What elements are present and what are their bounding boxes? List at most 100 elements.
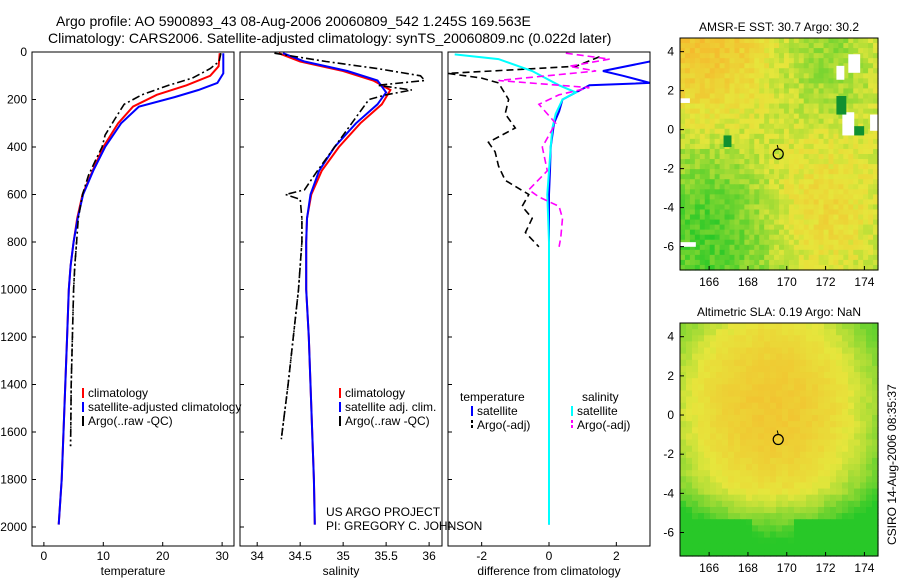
heatmap-cell [709,254,716,261]
heatmap-cell [833,143,839,150]
heatmap-cell [764,73,770,79]
heatmap-cell [873,224,879,231]
heatmap-cell [704,482,711,490]
heatmap-cell [749,63,755,69]
heatmap-cell [830,421,837,428]
heatmap-cell [754,199,760,206]
heatmap-cell [686,347,693,355]
heatmap-cell [704,384,711,392]
heatmap-cell [734,93,740,100]
heatmap-cell [680,482,687,490]
heatmap-cell [872,335,879,342]
heatmap-cell [759,43,765,49]
heatmap-cell [823,43,830,49]
heatmap-cell [724,179,731,185]
heatmap-cell [759,194,765,200]
heatmap-cell [823,219,830,226]
heatmap-cell [863,229,869,236]
heatmap-cell [740,421,747,428]
heatmap-cell [704,133,711,140]
heatmap-cell [863,169,869,175]
heatmap-cell [858,68,864,74]
heatmap-cell [823,254,830,261]
heatmap-cell [783,138,790,145]
heatmap-cell [793,159,800,165]
heatmap-cell [710,451,717,459]
heatmap-cell [694,98,701,105]
heatmap-cell [868,224,874,231]
heatmap-cell [759,179,765,185]
heatmap-cell [848,179,854,185]
heatmap-cell [828,73,835,79]
heatmap-cell [863,93,869,100]
heatmap-cell [740,543,747,551]
heatmap-cell [788,78,795,84]
heatmap-cell [838,88,844,95]
heatmap-cell [812,402,819,410]
heatmap-cell [866,347,873,355]
heatmap-cell [783,128,790,135]
heatmap-cell [692,433,699,441]
heatmap-cell [714,43,721,49]
heatmap-cell [752,494,759,502]
heatmap-cell [868,254,874,261]
heatmap-cell [704,259,711,266]
heatmap-cell [836,506,843,514]
heatmap-cell [774,88,780,95]
heatmap-cell [798,224,805,231]
heatmap-cell [812,341,819,349]
heatmap-cell [709,43,716,49]
heatmap-cell [813,264,820,271]
x-tick-label: 174 [854,561,874,575]
heatmap-cell [776,323,783,330]
heatmap-cell [744,63,750,69]
heatmap-cell [719,103,726,110]
heatmap-cell [866,543,873,551]
heatmap-cell [729,204,736,211]
heatmap-cell [694,148,701,155]
heatmap-cell [689,83,696,90]
heatmap-cell [714,244,721,251]
heatmap-cell [719,194,726,200]
heatmap-cell [722,341,729,349]
heatmap-cell [813,219,820,226]
heatmap-cell [843,254,849,261]
heatmap-cell [823,133,830,140]
heatmap-cell [812,390,819,398]
heatmap-cell [764,78,770,84]
heatmap-cell [692,421,699,428]
heatmap-cell [776,414,783,422]
heatmap-cell [764,199,770,206]
heatmap-cell [714,48,721,54]
heatmap-cell [823,98,830,105]
heatmap-cell [803,169,810,175]
heatmap-cell [806,470,813,477]
heatmap-cell [843,214,849,221]
heatmap-cell [779,204,785,211]
heatmap-cell [680,390,687,398]
heatmap-cell [818,53,825,59]
heatmap-cell [830,506,837,514]
heatmap-cell [709,264,716,271]
heatmap-cell [759,249,765,256]
heatmap-cell [873,229,879,236]
heatmap-cell [860,457,867,465]
heatmap-cell [854,500,861,508]
heatmap-cell [729,43,736,49]
heatmap-cell [860,439,867,447]
heatmap-cell [842,500,849,508]
heatmap-cell [749,214,755,221]
heatmap-cell [823,48,830,54]
heatmap-cell [770,414,777,422]
heatmap-cell [776,408,783,416]
heatmap-cell [694,254,701,261]
heatmap-cell [689,148,696,155]
heatmap-cell [788,408,795,416]
heatmap-cell [729,68,736,74]
heatmap-cell [770,353,777,361]
heatmap-cell [848,164,854,170]
heatmap-cell [758,543,765,551]
heatmap-cell [824,365,831,373]
heatmap-cell [818,169,825,175]
